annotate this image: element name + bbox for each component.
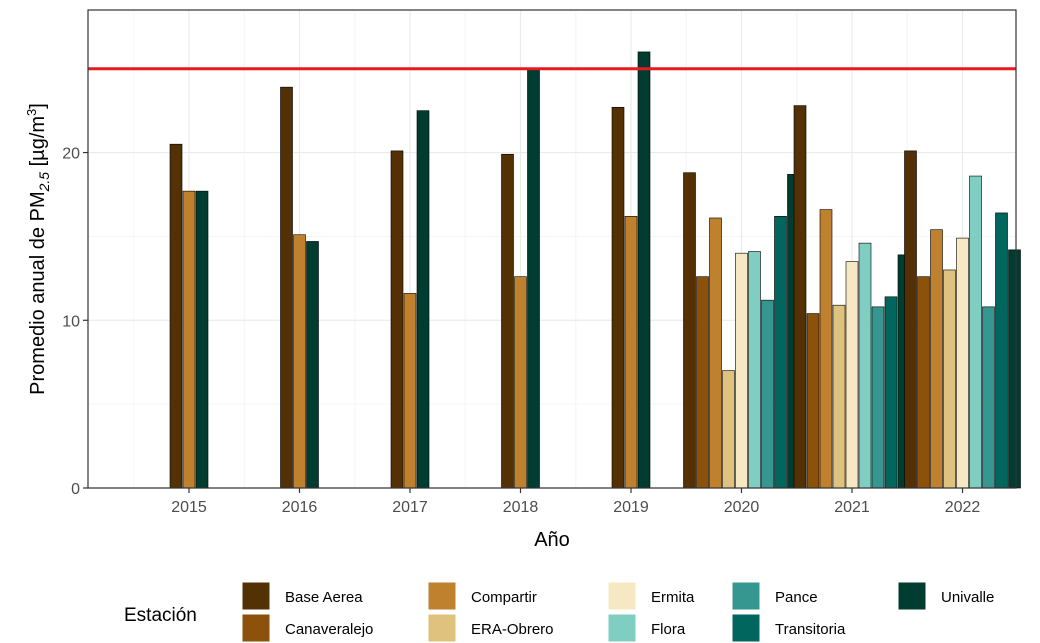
legend-label-era-obrero: ERA-Obrero bbox=[471, 621, 554, 638]
x-tick-label: 2022 bbox=[945, 499, 981, 516]
bar-transitoria-2020 bbox=[774, 215, 787, 489]
bar-base-aerea-2016 bbox=[280, 86, 293, 489]
x-tick-label: 2019 bbox=[613, 499, 649, 516]
x-tick-label: 2018 bbox=[503, 499, 539, 516]
bar-base-aerea-2022 bbox=[904, 150, 917, 489]
bar-compartir-2021 bbox=[819, 209, 833, 489]
x-axis-title: Año bbox=[534, 529, 570, 551]
bar-canaveralejo-2020 bbox=[696, 276, 709, 489]
bar-ermita-2021 bbox=[845, 261, 859, 489]
bar-flora-2020 bbox=[748, 251, 761, 489]
bar-pance-2022 bbox=[982, 306, 995, 489]
y-axis-title: Promedio anual de PM2.5 [µg/m3] bbox=[24, 103, 52, 395]
bar-ermita-2022 bbox=[956, 237, 969, 489]
bar-univalle-2022 bbox=[1008, 249, 1021, 489]
bar-univalle-2015 bbox=[195, 190, 209, 489]
bar-era-obrero-2021 bbox=[832, 304, 846, 489]
bar-pance-2020 bbox=[761, 299, 774, 489]
bar-base-aerea-2019 bbox=[611, 106, 625, 489]
bar-base-aerea-2020 bbox=[683, 172, 696, 489]
legend-label-compartir: Compartir bbox=[471, 589, 537, 606]
bar-univalle-2018 bbox=[527, 68, 540, 489]
bar-base-aerea-2017 bbox=[390, 150, 404, 489]
legend-key-flora bbox=[607, 613, 637, 643]
bar-canaveralejo-2021 bbox=[806, 313, 820, 489]
bar-univalle-2019 bbox=[637, 51, 651, 489]
x-tick-label: 2015 bbox=[171, 499, 207, 516]
x-tick-label: 2016 bbox=[282, 499, 318, 516]
y-tick-label: 10 bbox=[62, 313, 80, 330]
legend-label-univalle: Univalle bbox=[941, 589, 994, 606]
bar-flora-2022 bbox=[969, 175, 982, 489]
legend-label-canaveralejo: Canaveralejo bbox=[285, 621, 373, 638]
y-axis-title-subscript: 2.5 bbox=[36, 172, 52, 193]
bar-canaveralejo-2022 bbox=[917, 276, 930, 489]
bar-base-aerea-2021 bbox=[793, 105, 807, 489]
bar-base-aerea-2018 bbox=[501, 153, 514, 489]
y-tick-label: 20 bbox=[62, 146, 80, 163]
legend-key-univalle bbox=[897, 581, 927, 611]
x-tick-label: 2021 bbox=[834, 499, 870, 516]
bar-compartir-2017 bbox=[403, 293, 417, 489]
legend-key-ermita bbox=[607, 581, 637, 611]
bar-compartir-2022 bbox=[930, 229, 943, 489]
legend-key-pance bbox=[731, 581, 761, 611]
bar-compartir-2020 bbox=[709, 217, 722, 489]
legend-key-transitoria bbox=[731, 613, 761, 643]
bar-base-aerea-2015 bbox=[169, 143, 183, 489]
x-tick-label: 2017 bbox=[392, 499, 428, 516]
y-axis-title-unit: [µg/m bbox=[27, 116, 49, 172]
legend: Base Aerea Canaveralejo Compartir ERA-Obrer… bbox=[241, 581, 994, 643]
bar-compartir-2019 bbox=[624, 215, 638, 489]
legend-label-ermita: Ermita bbox=[651, 589, 695, 606]
panel-border bbox=[87, 9, 1017, 489]
y-tick-label: 0 bbox=[71, 481, 80, 498]
bar-ermita-2020 bbox=[735, 252, 748, 489]
legend-label-transitoria: Transitoria bbox=[775, 621, 846, 638]
bar-era-obrero-2020 bbox=[722, 370, 735, 489]
y-axis-title-close: ] bbox=[27, 103, 49, 109]
bars-layer bbox=[169, 51, 1021, 489]
legend-title: Estación bbox=[124, 605, 197, 626]
legend-label-flora: Flora bbox=[651, 621, 686, 638]
bar-univalle-2017 bbox=[416, 110, 430, 489]
y-axis-title-prefix: Promedio anual de PM bbox=[27, 191, 49, 394]
bar-compartir-2016 bbox=[293, 234, 306, 489]
bar-flora-2021 bbox=[858, 242, 872, 489]
bar-transitoria-2022 bbox=[995, 212, 1008, 489]
y-axis-ticks: 0 10 20 bbox=[62, 146, 88, 498]
bar-compartir-2015 bbox=[182, 190, 196, 489]
legend-key-compartir bbox=[427, 581, 457, 611]
bar-era-obrero-2022 bbox=[943, 269, 956, 489]
bar-univalle-2016 bbox=[306, 241, 319, 489]
legend-label-pance: Pance bbox=[775, 589, 818, 606]
bar-compartir-2018 bbox=[514, 276, 527, 489]
bar-pance-2021 bbox=[871, 306, 885, 489]
legend-label-base-aerea: Base Aerea bbox=[285, 589, 363, 606]
bar-transitoria-2021 bbox=[884, 296, 898, 489]
legend-key-canaveralejo bbox=[241, 613, 271, 643]
x-axis-ticks: 2015 2016 2017 2018 2019 2020 2021 2022 bbox=[171, 488, 980, 516]
y-axis-title-superscript: 3 bbox=[24, 109, 39, 116]
x-tick-label: 2020 bbox=[724, 499, 760, 516]
legend-key-base-aerea bbox=[241, 581, 271, 611]
legend-key-era-obrero bbox=[427, 613, 457, 643]
